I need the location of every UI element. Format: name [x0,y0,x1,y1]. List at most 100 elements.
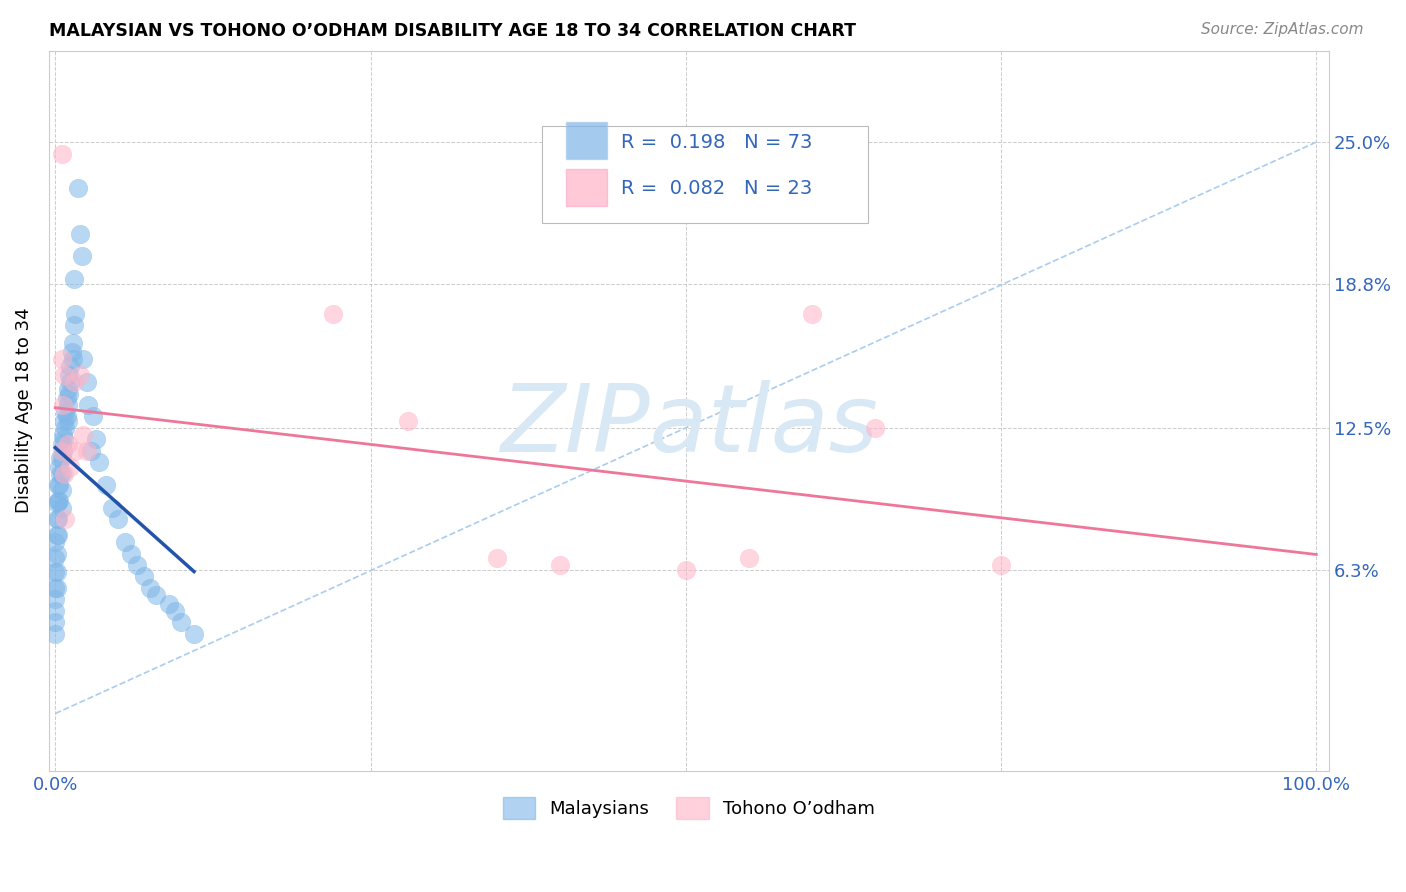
Point [56,398,79,412]
Point [44,604,66,618]
Point [127,558,149,572]
Point [53,512,76,526]
Point [738,551,761,566]
Point [44,615,66,629]
Point [53,414,76,428]
Text: R =  0.198   N = 73: R = 0.198 N = 73 [621,133,813,152]
Point [170,615,193,629]
Point [49,450,72,465]
Point [59,459,82,474]
Point [51,500,73,515]
Point [79,443,101,458]
Point [52,427,75,442]
Point [56,437,79,451]
Point [139,581,162,595]
Point [863,421,886,435]
Text: ZIPatlas: ZIPatlas [501,380,877,471]
Point [51,467,73,481]
Point [132,569,155,583]
Point [114,535,136,549]
Legend: Malaysians, Tohono O’odham: Malaysians, Tohono O’odham [495,790,883,827]
Point [53,432,76,446]
Point [396,414,419,428]
Point [53,368,76,383]
Point [55,409,77,424]
Point [72,352,94,367]
Point [59,375,82,389]
Point [53,405,76,419]
Point [45,496,67,510]
Point [46,528,69,542]
Point [72,427,94,442]
Point [45,528,67,542]
Point [66,181,89,195]
Point [63,318,86,332]
Point [62,336,84,351]
FancyBboxPatch shape [541,127,868,224]
Point [46,494,69,508]
Point [84,432,107,446]
Point [62,352,84,367]
Point [65,443,87,458]
Point [52,398,75,412]
Point [45,512,67,526]
Point [94,478,117,492]
Point [63,375,86,389]
Point [58,386,80,401]
Text: Source: ZipAtlas.com: Source: ZipAtlas.com [1201,22,1364,37]
FancyBboxPatch shape [567,169,607,206]
Point [45,547,67,561]
Point [44,626,66,640]
Point [82,409,104,424]
Point [45,565,67,579]
Point [49,467,72,481]
Point [675,563,697,577]
Point [44,551,66,566]
FancyBboxPatch shape [567,122,607,160]
Point [76,443,98,458]
Point [53,421,76,435]
Text: MALAYSIAN VS TOHONO O’ODHAM DISABILITY AGE 18 TO 34 CORRELATION CHART: MALAYSIAN VS TOHONO O’ODHAM DISABILITY A… [49,22,856,40]
Point [51,443,73,458]
Point [120,547,142,561]
Point [44,581,66,595]
Point [45,581,67,595]
Point [63,272,86,286]
Point [65,307,87,321]
Point [48,494,70,508]
Point [485,551,508,566]
Point [59,359,82,373]
Point [53,467,76,481]
Point [800,307,823,321]
Point [157,597,180,611]
Point [145,588,167,602]
Point [165,604,187,618]
Point [51,450,73,465]
Point [51,483,73,497]
Point [44,565,66,579]
Point [48,459,70,474]
Point [56,414,79,428]
Point [990,558,1012,572]
Point [101,500,124,515]
Point [52,443,75,458]
Point [58,368,80,383]
Point [89,455,111,469]
Point [70,249,93,263]
Point [548,558,571,572]
Y-axis label: Disability Age 18 to 34: Disability Age 18 to 34 [15,308,32,514]
Point [56,382,79,396]
Point [46,512,69,526]
Text: R =  0.082   N = 23: R = 0.082 N = 23 [621,179,813,198]
Point [69,368,91,383]
Point [69,227,91,241]
Point [51,146,73,161]
Point [322,307,344,321]
Point [44,535,66,549]
Point [44,592,66,607]
Point [51,437,73,451]
Point [77,398,100,412]
Point [60,345,83,359]
Point [183,626,205,640]
Point [107,512,129,526]
